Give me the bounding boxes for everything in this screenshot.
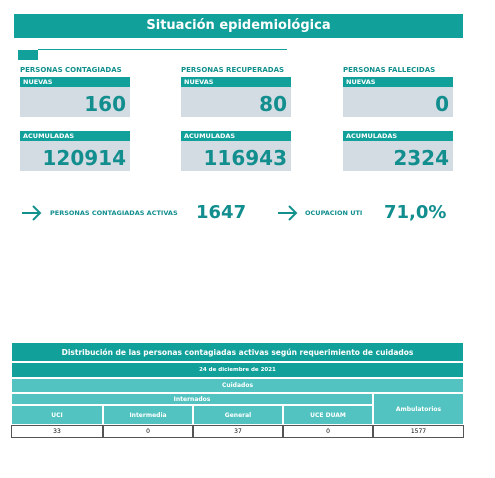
- box-value: 116943: [203, 146, 288, 170]
- column-header: UCI: [11, 405, 103, 425]
- indicator-value: 71,0%: [384, 202, 447, 223]
- table-cell: 0: [283, 425, 373, 438]
- header-title: Situación epidemiológica: [14, 14, 463, 38]
- arrow-icon: [278, 205, 298, 221]
- value-box: NUEVAS 80: [181, 77, 291, 117]
- table-cell: 37: [193, 425, 283, 438]
- box-value: 0: [435, 92, 449, 116]
- table-title: Distribución de las personas contagiadas…: [11, 342, 464, 362]
- table-date: 24 de diciembre de 2021: [11, 362, 464, 378]
- indicator-value: 1647: [196, 202, 247, 223]
- indicator-label: PERSONAS CONTAGIADAS ACTIVAS: [50, 209, 178, 217]
- box-label: NUEVAS: [343, 77, 453, 87]
- arrow-icon: [22, 205, 42, 221]
- table-cell: 0: [103, 425, 193, 438]
- card-label: PERSONAS FALLECIDAS: [343, 66, 436, 74]
- value-box: ACUMULADAS 2324: [343, 131, 453, 171]
- box-label: ACUMULADAS: [343, 131, 453, 141]
- column-header: Ambulatorios: [373, 393, 464, 425]
- indicator-label: OCUPACION UTI: [305, 209, 363, 217]
- card-label: PERSONAS RECUPERADAS: [181, 66, 285, 74]
- value-box: NUEVAS 160: [20, 77, 130, 117]
- value-box: NUEVAS 0: [343, 77, 453, 117]
- box-label: ACUMULADAS: [20, 131, 130, 141]
- box-label: NUEVAS: [20, 77, 130, 87]
- column-header: UCE DUAM: [283, 405, 373, 425]
- card-label: PERSONAS CONTAGIADAS: [20, 66, 122, 74]
- table-cell: 33: [11, 425, 103, 438]
- column-header: Intermedia: [103, 405, 193, 425]
- decor-block: [18, 50, 38, 60]
- box-label: ACUMULADAS: [181, 131, 291, 141]
- table-cell: 1577: [373, 425, 464, 438]
- column-header: General: [193, 405, 283, 425]
- value-box: ACUMULADAS 116943: [181, 131, 291, 171]
- decor-line: [38, 49, 287, 50]
- value-box: ACUMULADAS 120914: [20, 131, 130, 171]
- box-label: NUEVAS: [181, 77, 291, 87]
- table-subgroup: Internados: [11, 393, 373, 405]
- box-value: 2324: [393, 146, 449, 170]
- table-group: Cuidados: [11, 378, 464, 393]
- box-value: 120914: [42, 146, 127, 170]
- box-value: 80: [259, 92, 287, 116]
- box-value: 160: [84, 92, 126, 116]
